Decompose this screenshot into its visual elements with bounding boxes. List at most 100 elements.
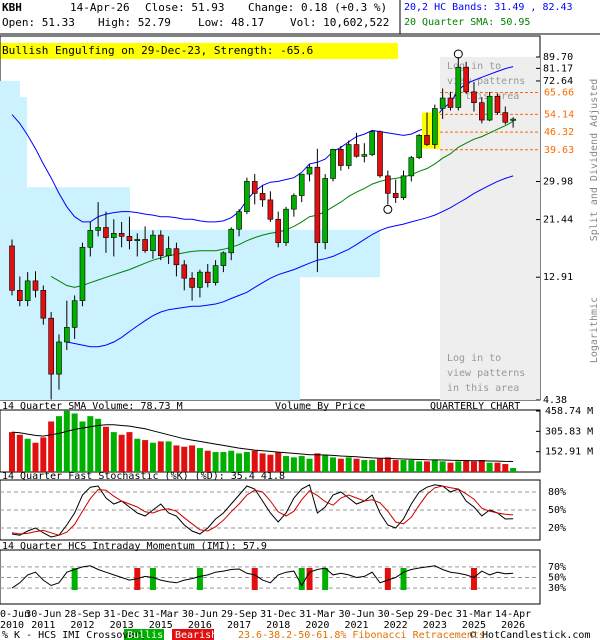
candle-body [385, 175, 391, 194]
volume-bar [330, 457, 337, 472]
candle-body [48, 317, 54, 375]
volume-bar [142, 440, 149, 472]
volume: Vol: 10,602,522 [290, 16, 389, 29]
candle-body [510, 118, 516, 121]
candle-body [267, 199, 274, 220]
candle-body [142, 239, 148, 252]
candle-body [306, 166, 313, 175]
candle-body [24, 280, 31, 301]
candle-body [251, 181, 258, 194]
volume-bar [400, 460, 407, 472]
volume-bar [314, 453, 321, 472]
x-tick-label: 28-Sep 2012 [64, 609, 100, 631]
candle-body [478, 102, 485, 121]
legend-sma: 20 Quarter SMA: 50.95 [404, 17, 530, 28]
x-tick-label: 31-Mar 2025 [456, 609, 492, 631]
x-tick-label: 14-Apr 2026 [495, 609, 531, 631]
x-tick-label: 29-Dec 2023 [417, 609, 453, 631]
panel-title: 14 Quarter Fast Stochastic (%K) (%D): 35… [2, 471, 285, 482]
candle-body [486, 95, 493, 121]
candle-body [345, 144, 352, 166]
volume-bar [126, 432, 133, 472]
candle-body [220, 252, 227, 266]
candle-body [377, 131, 383, 177]
x-tick-label: 31-Mar 2020 [299, 609, 335, 631]
volume-bar [55, 416, 62, 472]
volume-bar [32, 442, 39, 472]
volume-bar [470, 461, 477, 472]
open: Open: 51.33 [2, 16, 75, 29]
candle-body [110, 233, 117, 238]
volume-bar [149, 442, 156, 472]
chart-title: Bullish Engulfing on 29-Dec-23, Strength… [2, 44, 313, 57]
candle-body [189, 277, 195, 288]
candle-body [79, 246, 86, 301]
candle-body [40, 290, 47, 319]
y-tick-label: 29.98 [543, 176, 573, 187]
volume-bar [243, 452, 250, 472]
crossover-signal [384, 568, 391, 590]
volume-bar [322, 454, 329, 472]
volume-by-price-bar [0, 121, 27, 188]
x-tick-label: 31-Dec 2013 [104, 609, 140, 631]
volume-bar [48, 421, 55, 472]
volume-bar [204, 450, 211, 472]
scale-label: Logarithmic [589, 297, 600, 363]
volume-bar [196, 448, 203, 472]
panel-title: 14 Quarter SMA Volume: 78.73 M [2, 401, 183, 412]
y-tick-label: 50% [548, 573, 566, 584]
y-tick-label: 50% [548, 505, 566, 516]
volume-by-price-bar [0, 187, 130, 230]
high: High: 52.79 [98, 16, 171, 29]
candle-body [392, 193, 399, 198]
volume-bar [63, 410, 70, 472]
footer-fibonacci: 23.6-38.2-50-61.8% Fibonacci Retracement… [238, 630, 485, 640]
volume-bar [431, 460, 438, 472]
bullish-key [124, 629, 164, 640]
volume-bar [275, 452, 282, 472]
y-tick-label: 305.83 M [545, 426, 593, 437]
candle-body [298, 173, 305, 196]
date: 14-Apr-26 [70, 1, 130, 14]
volume-bar [361, 460, 368, 472]
candle-body [32, 280, 39, 291]
footer-credit: © HotCandlestick.com [470, 630, 590, 640]
watermark: Log in to [447, 353, 501, 364]
volume-sma [11, 424, 514, 462]
candle-body [455, 66, 462, 108]
volume-bar [40, 437, 47, 472]
volume-by-price-label: Volume By Price [275, 401, 365, 412]
close: Close: 51.93 [145, 1, 224, 14]
lower-band [66, 175, 514, 348]
candle-body [283, 208, 289, 243]
candle-body [71, 300, 78, 328]
volume-bar [87, 416, 94, 472]
y-tick-label: 12.91 [543, 272, 573, 283]
volume-bar [102, 426, 109, 472]
candle-body [56, 341, 62, 375]
candle-body [181, 264, 188, 279]
x-tick-label: 30-Jun 2016 [182, 609, 218, 631]
footer-crossover: % K - HCS IMI Crossover, [2, 630, 147, 640]
candle-body [204, 271, 211, 284]
stoch-line [11, 485, 514, 536]
volume-bar [259, 453, 266, 472]
crossover-signal [298, 568, 305, 590]
volume-bar [118, 434, 125, 472]
volume-bar [236, 453, 243, 472]
volume-bar [510, 468, 517, 472]
volume-by-price-bar [0, 80, 20, 98]
fib-label: 39.63 [544, 145, 574, 156]
candle-body [9, 245, 15, 291]
y-tick-label: 4.38 [543, 395, 567, 406]
y-tick-label: 458.74 M [545, 406, 593, 417]
low: Low: 48.17 [198, 16, 264, 29]
x-tick-label: 30-Sep 2022 [378, 609, 414, 631]
watermark: view patterns [447, 76, 525, 87]
candle-body [502, 112, 509, 123]
y-tick-label: 21.44 [543, 215, 573, 226]
volume-bar [345, 457, 352, 472]
volume-bar [16, 434, 23, 472]
volume-bar [181, 446, 188, 472]
